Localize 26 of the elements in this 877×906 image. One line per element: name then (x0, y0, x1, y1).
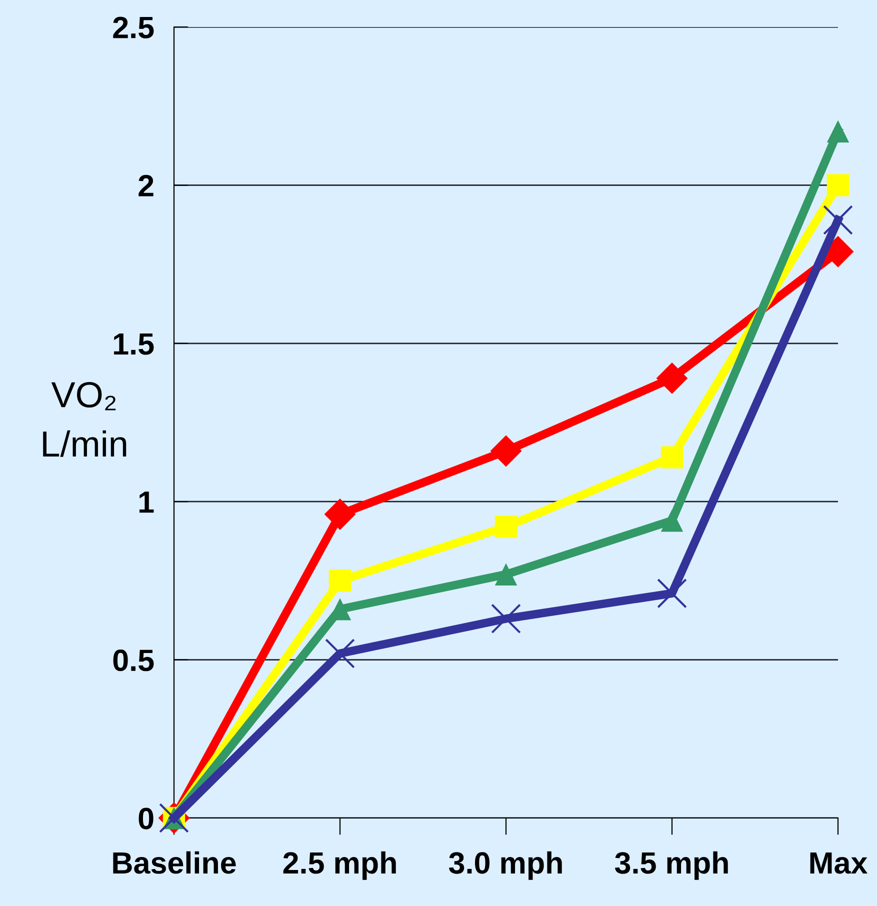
y-tick-label: 2.5 (113, 16, 154, 38)
point (494, 563, 518, 586)
point (325, 638, 355, 668)
x-tick-label: Baseline (113, 851, 236, 874)
point (826, 174, 850, 196)
y-tick-label: 2 (138, 174, 154, 196)
x-tick-label: 3.5 mph (614, 851, 728, 880)
point (490, 435, 522, 467)
point (324, 498, 356, 530)
point (660, 509, 684, 532)
point (826, 120, 850, 143)
point (491, 604, 521, 634)
y-axis-title: VO₂ L/min (43, 382, 126, 457)
x-tick-label: 3.0 mph (448, 851, 562, 880)
x-tick-label: Max (810, 852, 868, 874)
point (494, 516, 518, 538)
y-tick-label: 1.5 (114, 333, 154, 355)
point (660, 446, 684, 468)
point (328, 570, 352, 592)
point (656, 362, 688, 394)
point (823, 205, 853, 235)
point (657, 578, 687, 608)
y-tick-label: 0.5 (113, 650, 154, 672)
x-tick-label: 2.5 mph (283, 851, 396, 880)
y-tick-label: 1 (139, 492, 154, 513)
y-tick-label: 0 (138, 808, 154, 830)
